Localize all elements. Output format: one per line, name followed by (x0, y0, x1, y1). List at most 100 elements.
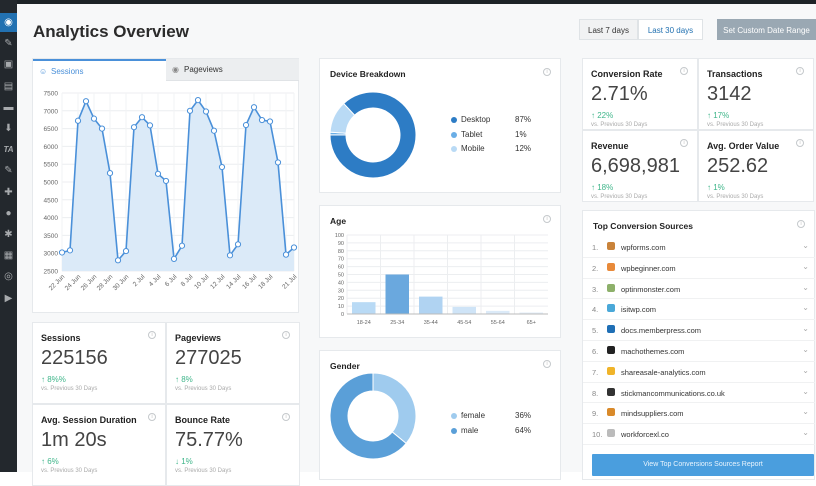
info-icon[interactable]: i (282, 331, 290, 339)
change-value: 1% (181, 457, 193, 466)
info-icon[interactable]: i (543, 215, 551, 223)
legend-swatch (451, 131, 457, 138)
traffic-stat-card: Bounce Rate i 75.77% ↓ 1% vs. Previous 3… (166, 404, 300, 486)
tab-sessions[interactable]: ☺ Sessions (33, 59, 166, 81)
rank: 3. (592, 284, 599, 294)
y-tick-label: 5000 (44, 180, 59, 187)
y-tick-label: 80 (338, 249, 344, 255)
last-7-days-button[interactable]: Last 7 days (579, 19, 638, 40)
change-value: 17% (713, 111, 730, 120)
pin-icon[interactable]: ✎ (4, 38, 13, 50)
bar-18-24 (352, 302, 376, 314)
info-icon[interactable]: i (543, 360, 551, 368)
x-tick-label: 45-54 (457, 320, 471, 326)
source-row[interactable]: 3. optinmonster.com ⌄ (583, 279, 815, 300)
rank: 7. (592, 367, 599, 377)
arrow-down-icon: ↓ (175, 457, 179, 466)
view-sources-report-button[interactable]: View Top Conversions Sources Report (592, 454, 814, 476)
favicon-icon (607, 429, 615, 438)
chevron-down-icon[interactable]: ⌄ (802, 261, 809, 271)
chevron-down-icon[interactable]: ⌄ (802, 386, 809, 396)
stat-label: Avg. Order Value (707, 141, 780, 151)
source-domain: isitwp.com (621, 305, 657, 315)
y-tick-label: 40 (338, 280, 344, 286)
play-icon[interactable]: ▶ (4, 292, 13, 304)
source-row[interactable]: 5. docs.memberpress.com ⌄ (583, 320, 815, 341)
tools-icon[interactable]: ✱ (4, 229, 13, 240)
data-point (90, 115, 98, 122)
stat-comparison: vs. Previous 30 Days (707, 194, 764, 200)
dashboard-icon[interactable]: ◉ (4, 17, 13, 28)
legend-value: 36% (515, 411, 532, 420)
info-icon[interactable]: i (148, 331, 156, 339)
source-row[interactable]: 2. wpbeginner.com ⌄ (583, 258, 815, 279)
legend-label: Mobile (461, 144, 485, 153)
legend-value: 1% (515, 129, 527, 139)
rank: 5. (592, 326, 599, 336)
chevron-down-icon[interactable]: ⌄ (802, 324, 809, 334)
change-value: 8%% (47, 375, 66, 384)
favicon-icon (607, 304, 615, 313)
source-row[interactable]: 9. mindsuppliers.com ⌄ (583, 403, 815, 425)
data-point (218, 163, 226, 171)
source-row[interactable]: 1. wpforms.com ⌄ (583, 237, 815, 258)
plugins-icon[interactable]: ✚ (4, 186, 13, 198)
stat-value: 225156 (41, 347, 108, 369)
eye-icon: ◉ (172, 65, 179, 74)
chevron-down-icon[interactable]: ⌄ (802, 365, 809, 375)
source-row[interactable]: 6. machothemes.com ⌄ (583, 341, 815, 362)
tab-pageviews[interactable]: ◉ Pageviews (166, 59, 299, 81)
stat-comparison: vs. Previous 30 Days (175, 386, 232, 392)
data-point (58, 249, 66, 256)
slice-desktop (329, 91, 417, 179)
source-row[interactable]: 10. workforcexl.co ⌄ (583, 424, 815, 445)
chevron-down-icon[interactable]: ⌄ (802, 282, 809, 292)
users-icon[interactable]: ● (5, 207, 12, 219)
chevron-down-icon[interactable]: ⌄ (802, 303, 809, 313)
data-point (266, 118, 274, 125)
ta-icon[interactable]: TA (3, 145, 14, 155)
chevron-down-icon[interactable]: ⌄ (802, 407, 809, 417)
settings-icon[interactable]: ▦ (3, 250, 14, 262)
data-point (258, 116, 266, 124)
info-icon[interactable]: i (680, 139, 688, 147)
last-30-days-button[interactable]: Last 30 days (638, 19, 703, 40)
custom-date-range-button[interactable]: Set Custom Date Range (717, 19, 816, 40)
legend-label: Tablet (461, 129, 483, 139)
rank: 8. (592, 388, 599, 398)
pages-icon[interactable]: ▤ (3, 80, 14, 92)
info-icon[interactable]: i (680, 67, 688, 75)
pin-icon[interactable]: ✎ (4, 165, 13, 177)
bar-55-64 (486, 310, 510, 314)
chevron-down-icon[interactable]: ⌄ (802, 241, 809, 250)
chevron-down-icon[interactable]: ⌄ (802, 345, 809, 354)
chevron-down-icon[interactable]: ⌄ (802, 428, 809, 438)
info-icon[interactable]: i (282, 413, 290, 421)
comments-icon[interactable]: ▬ (3, 101, 14, 113)
source-domain: optinmonster.com (621, 284, 681, 294)
gender-donut-chart (329, 372, 417, 460)
x-tick-label: 4 Jul (148, 273, 163, 288)
download-icon[interactable]: ⬇ (4, 123, 13, 134)
legend-value: 87% (515, 115, 532, 124)
media-icon[interactable]: ▣ (3, 59, 14, 71)
source-row[interactable]: 8. stickmancommunications.co.uk ⌄ (583, 383, 815, 404)
info-icon[interactable]: i (543, 68, 551, 76)
info-icon[interactable]: i (796, 67, 804, 75)
info-icon[interactable]: i (797, 220, 805, 228)
source-row[interactable]: 7. shareasale-analytics.com ⌄ (583, 362, 815, 383)
stat-change: ↑ 18% (591, 183, 613, 192)
source-row[interactable]: 4. isitwp.com ⌄ (583, 299, 815, 321)
x-tick-label: 26 Jun (80, 273, 99, 292)
legend-value: 12% (515, 144, 532, 153)
stat-value: 252.62 (707, 155, 769, 177)
slice-female (372, 372, 417, 445)
analytics-icon[interactable]: ◎ (4, 271, 13, 283)
info-icon[interactable]: i (796, 139, 804, 147)
rank: 10. (592, 430, 603, 440)
panel-title: Device Breakdown (330, 69, 406, 79)
info-icon[interactable]: i (148, 413, 156, 421)
stat-comparison: vs. Previous 30 Days (591, 122, 648, 128)
y-tick-label: 30 (338, 288, 344, 294)
x-tick-label: 18-24 (357, 320, 371, 326)
